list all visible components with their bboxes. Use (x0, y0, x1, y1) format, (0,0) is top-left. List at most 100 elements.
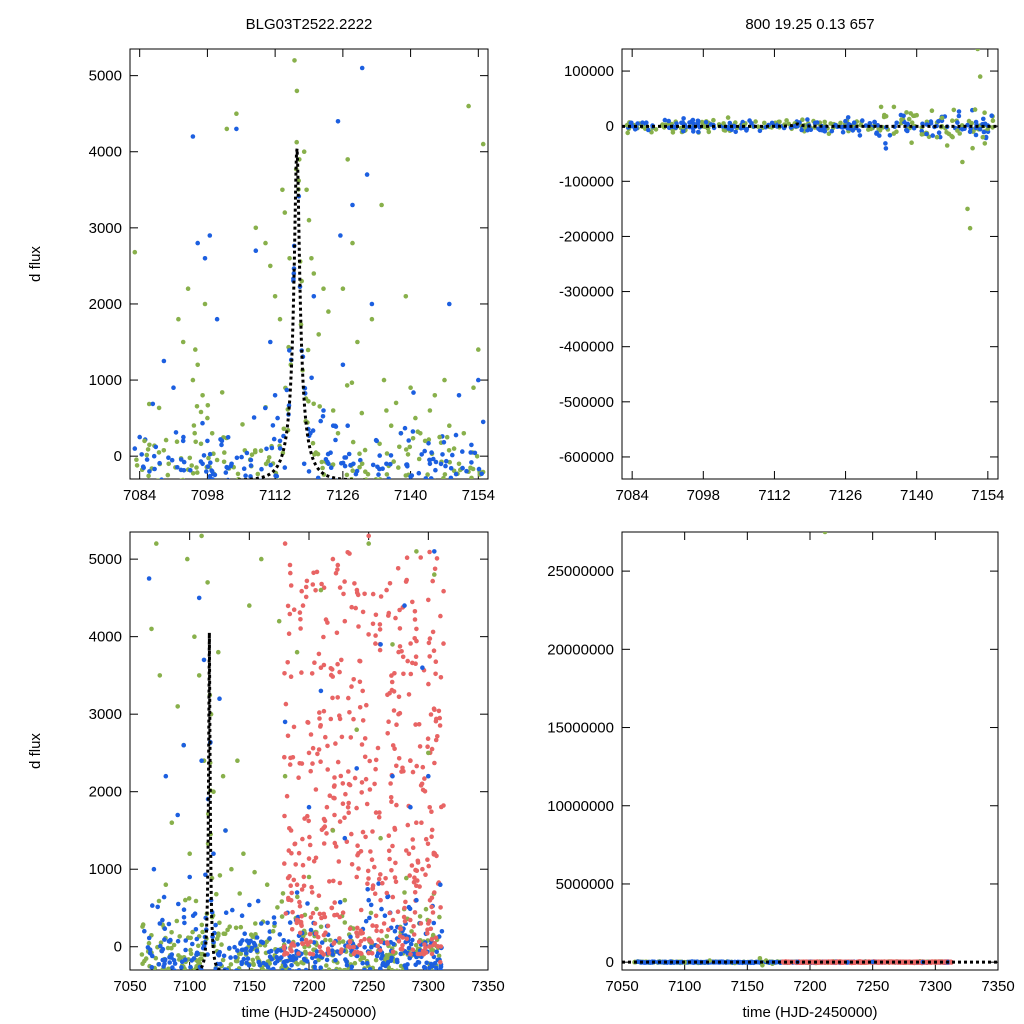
scatter-point-green (410, 436, 416, 441)
scatter-point-blue (287, 348, 292, 353)
scatter-point-green (134, 463, 140, 468)
scatter-point-green (195, 470, 200, 475)
scatter-point-green (146, 940, 152, 946)
data-point-green (402, 890, 407, 895)
scatter-point-blue (275, 947, 281, 953)
data-point-green (142, 438, 147, 444)
scatter-point-blue (333, 437, 338, 443)
y-tick-label: -500000 (559, 394, 614, 411)
data-point-green (282, 773, 288, 779)
scatter-point-red (427, 805, 433, 810)
data-point-green (235, 758, 240, 763)
scatter-point-green (908, 111, 913, 116)
scatter-point-red (429, 834, 434, 839)
plot-frame (621, 48, 999, 480)
x-axis-label: time (HJD-2450000) (241, 1004, 376, 1021)
scatter-point-green (306, 399, 311, 404)
scatter-point-blue (301, 956, 307, 962)
scatter-point-green (317, 404, 323, 409)
scatter-point-blue (166, 983, 171, 988)
y-tick-label: -600000 (559, 449, 614, 466)
data-point-green (894, 129, 899, 134)
scatter-point-red (305, 813, 310, 819)
scatter-point-blue (919, 128, 924, 134)
scatter-point-red (347, 551, 352, 556)
scatter-point-red (343, 791, 348, 797)
scatter-point-red (409, 863, 415, 868)
scatter-point-blue (695, 118, 701, 124)
scatter-point-green (434, 478, 437, 479)
scatter-point-red (363, 776, 369, 782)
scatter-point-red (412, 875, 417, 880)
scatter-point-blue (295, 942, 301, 947)
scatter-point-red (309, 890, 315, 895)
scatter-point-blue (377, 453, 383, 458)
scatter-point-red (441, 588, 446, 594)
scatter-point-red (429, 951, 435, 957)
data-point-blue (268, 339, 273, 345)
scatter-point-blue (444, 458, 449, 464)
scatter-point-blue (274, 955, 280, 960)
scatter-point-red (315, 934, 321, 940)
scatter-point-red (373, 641, 378, 646)
scatter-point-blue (386, 476, 391, 479)
scatter-point-blue (690, 117, 696, 123)
data-point-blue (169, 952, 175, 957)
scatter-point-blue (181, 907, 187, 912)
scatter-point-red (349, 831, 354, 837)
scatter-point-red (285, 733, 291, 739)
data-point-red (414, 626, 419, 632)
data-point-green (139, 952, 145, 957)
scatter-point-red (323, 617, 329, 622)
scatter-point-red (340, 910, 346, 915)
x-tick-label: 7150 (233, 978, 266, 995)
scatter-point-red (370, 621, 376, 627)
scatter-point-red (393, 879, 399, 885)
data-point-red (354, 874, 360, 880)
data-point-green (384, 408, 389, 413)
scatter-point-blue (244, 480, 249, 485)
data-point-blue (147, 469, 152, 474)
data-point-green (287, 255, 292, 261)
scatter-point-red (370, 883, 376, 888)
scatter-point-red (356, 866, 361, 871)
scatter-point-red (352, 581, 357, 586)
scatter-point-red (381, 921, 387, 926)
scatter-point-green (281, 426, 287, 432)
scatter-point-green (198, 409, 204, 415)
scatter-point-blue (937, 134, 943, 140)
data-points (622, 49, 998, 231)
data-point-green (253, 921, 258, 926)
scatter-point-green (311, 401, 317, 407)
scatter-point-green (417, 914, 423, 919)
scatter-point-green (198, 441, 204, 447)
scatter-point-red (370, 923, 375, 928)
scatter-point-blue (431, 920, 437, 926)
scatter-point-blue (246, 940, 252, 946)
scatter-point-blue (181, 459, 187, 465)
scatter-point-blue (188, 964, 193, 970)
scatter-point-green (166, 971, 171, 976)
scatter-point-blue (310, 428, 316, 433)
scatter-point-green (182, 490, 187, 495)
scatter-point-red (438, 675, 444, 680)
scatter-point-green (194, 465, 199, 470)
scatter-point-blue (726, 959, 731, 965)
scatter-point-blue (150, 903, 155, 908)
scatter-point-blue (226, 971, 231, 976)
y-tick-label: 2000 (89, 296, 122, 313)
scatter-point-red (288, 883, 294, 888)
scatter-point-blue (184, 970, 189, 975)
x-tick-label: 7126 (829, 487, 862, 504)
scatter-point-blue (330, 948, 335, 953)
scatter-point-blue (189, 958, 195, 963)
scatter-point-red (299, 887, 305, 892)
data-point-blue (163, 773, 169, 779)
y-tick-label: 1000 (89, 861, 122, 878)
scatter-point-red (347, 938, 353, 944)
scatter-point-blue (448, 475, 454, 479)
scatter-point-red (425, 931, 430, 936)
scatter-point-blue (448, 466, 454, 471)
data-point-blue (374, 438, 380, 444)
data-point-green (466, 103, 471, 109)
